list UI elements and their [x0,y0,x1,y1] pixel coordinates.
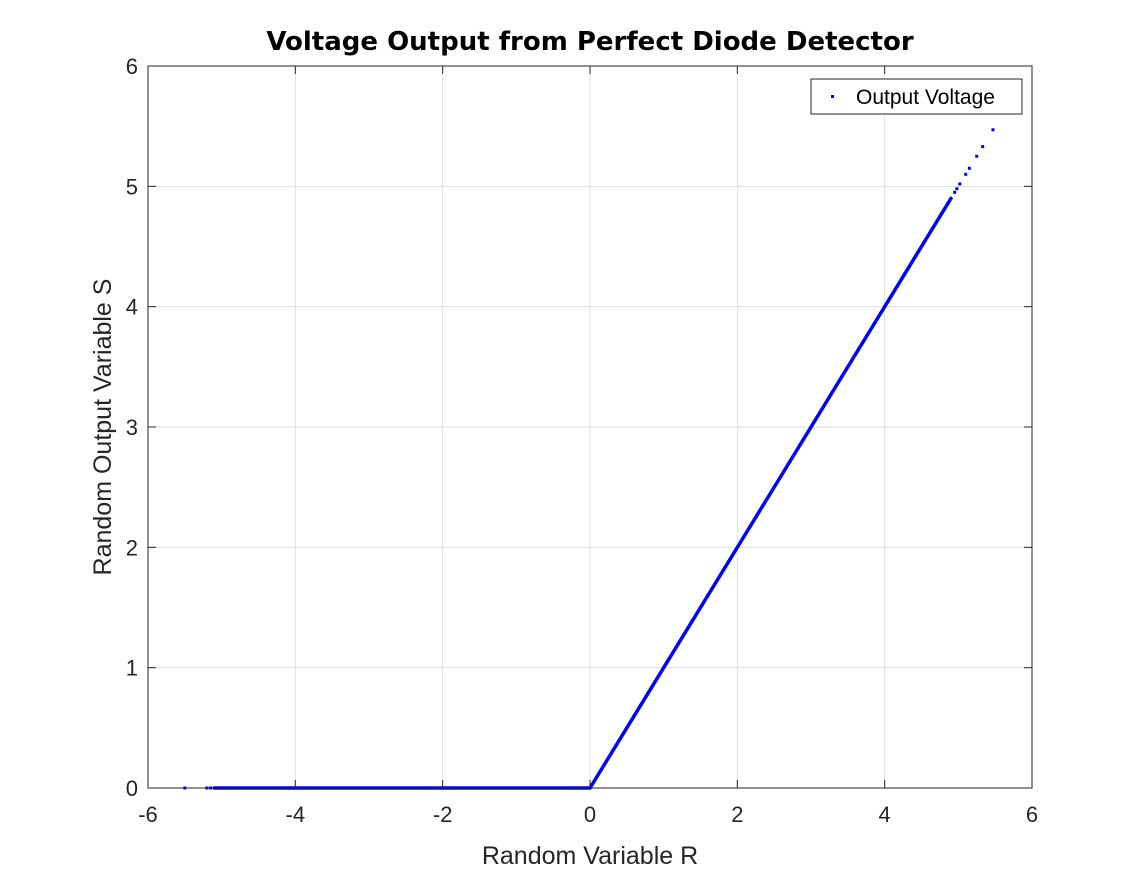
data-point [964,172,968,176]
y-tick-label: 2 [126,535,138,560]
x-tick-label: -2 [433,802,453,827]
x-axis-label: Random Variable R [482,842,698,870]
legend-marker [831,95,834,98]
tick-labels: -6 -4 -2 0 2 4 6 0 1 2 3 4 5 6 [126,54,1038,827]
y-tick-label: 1 [126,656,138,681]
y-tick-label: 5 [126,174,138,199]
ticks [147,65,1033,789]
data-point [975,154,979,158]
x-tick-label: -6 [138,802,158,827]
data-point [958,182,962,186]
legend: Output Voltage [810,78,1023,115]
x-tick-label: 0 [584,802,596,827]
x-tick-label: 2 [731,802,743,827]
data-point [981,145,985,149]
y-tick-label: 0 [126,776,138,801]
x-tick-label: 4 [879,802,891,827]
x-tick-label: -4 [286,802,306,827]
y-axis-label: Random Output Variable S [89,279,117,576]
y-tick-label: 4 [126,295,138,320]
data-point [953,190,957,194]
data-point [991,128,995,132]
y-tick-label: 6 [126,54,138,79]
y-tick-label: 3 [126,415,138,440]
data-points-dense [588,196,953,790]
data-point [967,166,971,170]
chart-title: Voltage Output from Perfect Diode Detect… [266,27,914,57]
data-point [955,187,959,191]
legend-box [810,78,1023,115]
x-tick-label: 6 [1026,802,1038,827]
legend-entry-output-voltage: Output Voltage [856,86,995,109]
